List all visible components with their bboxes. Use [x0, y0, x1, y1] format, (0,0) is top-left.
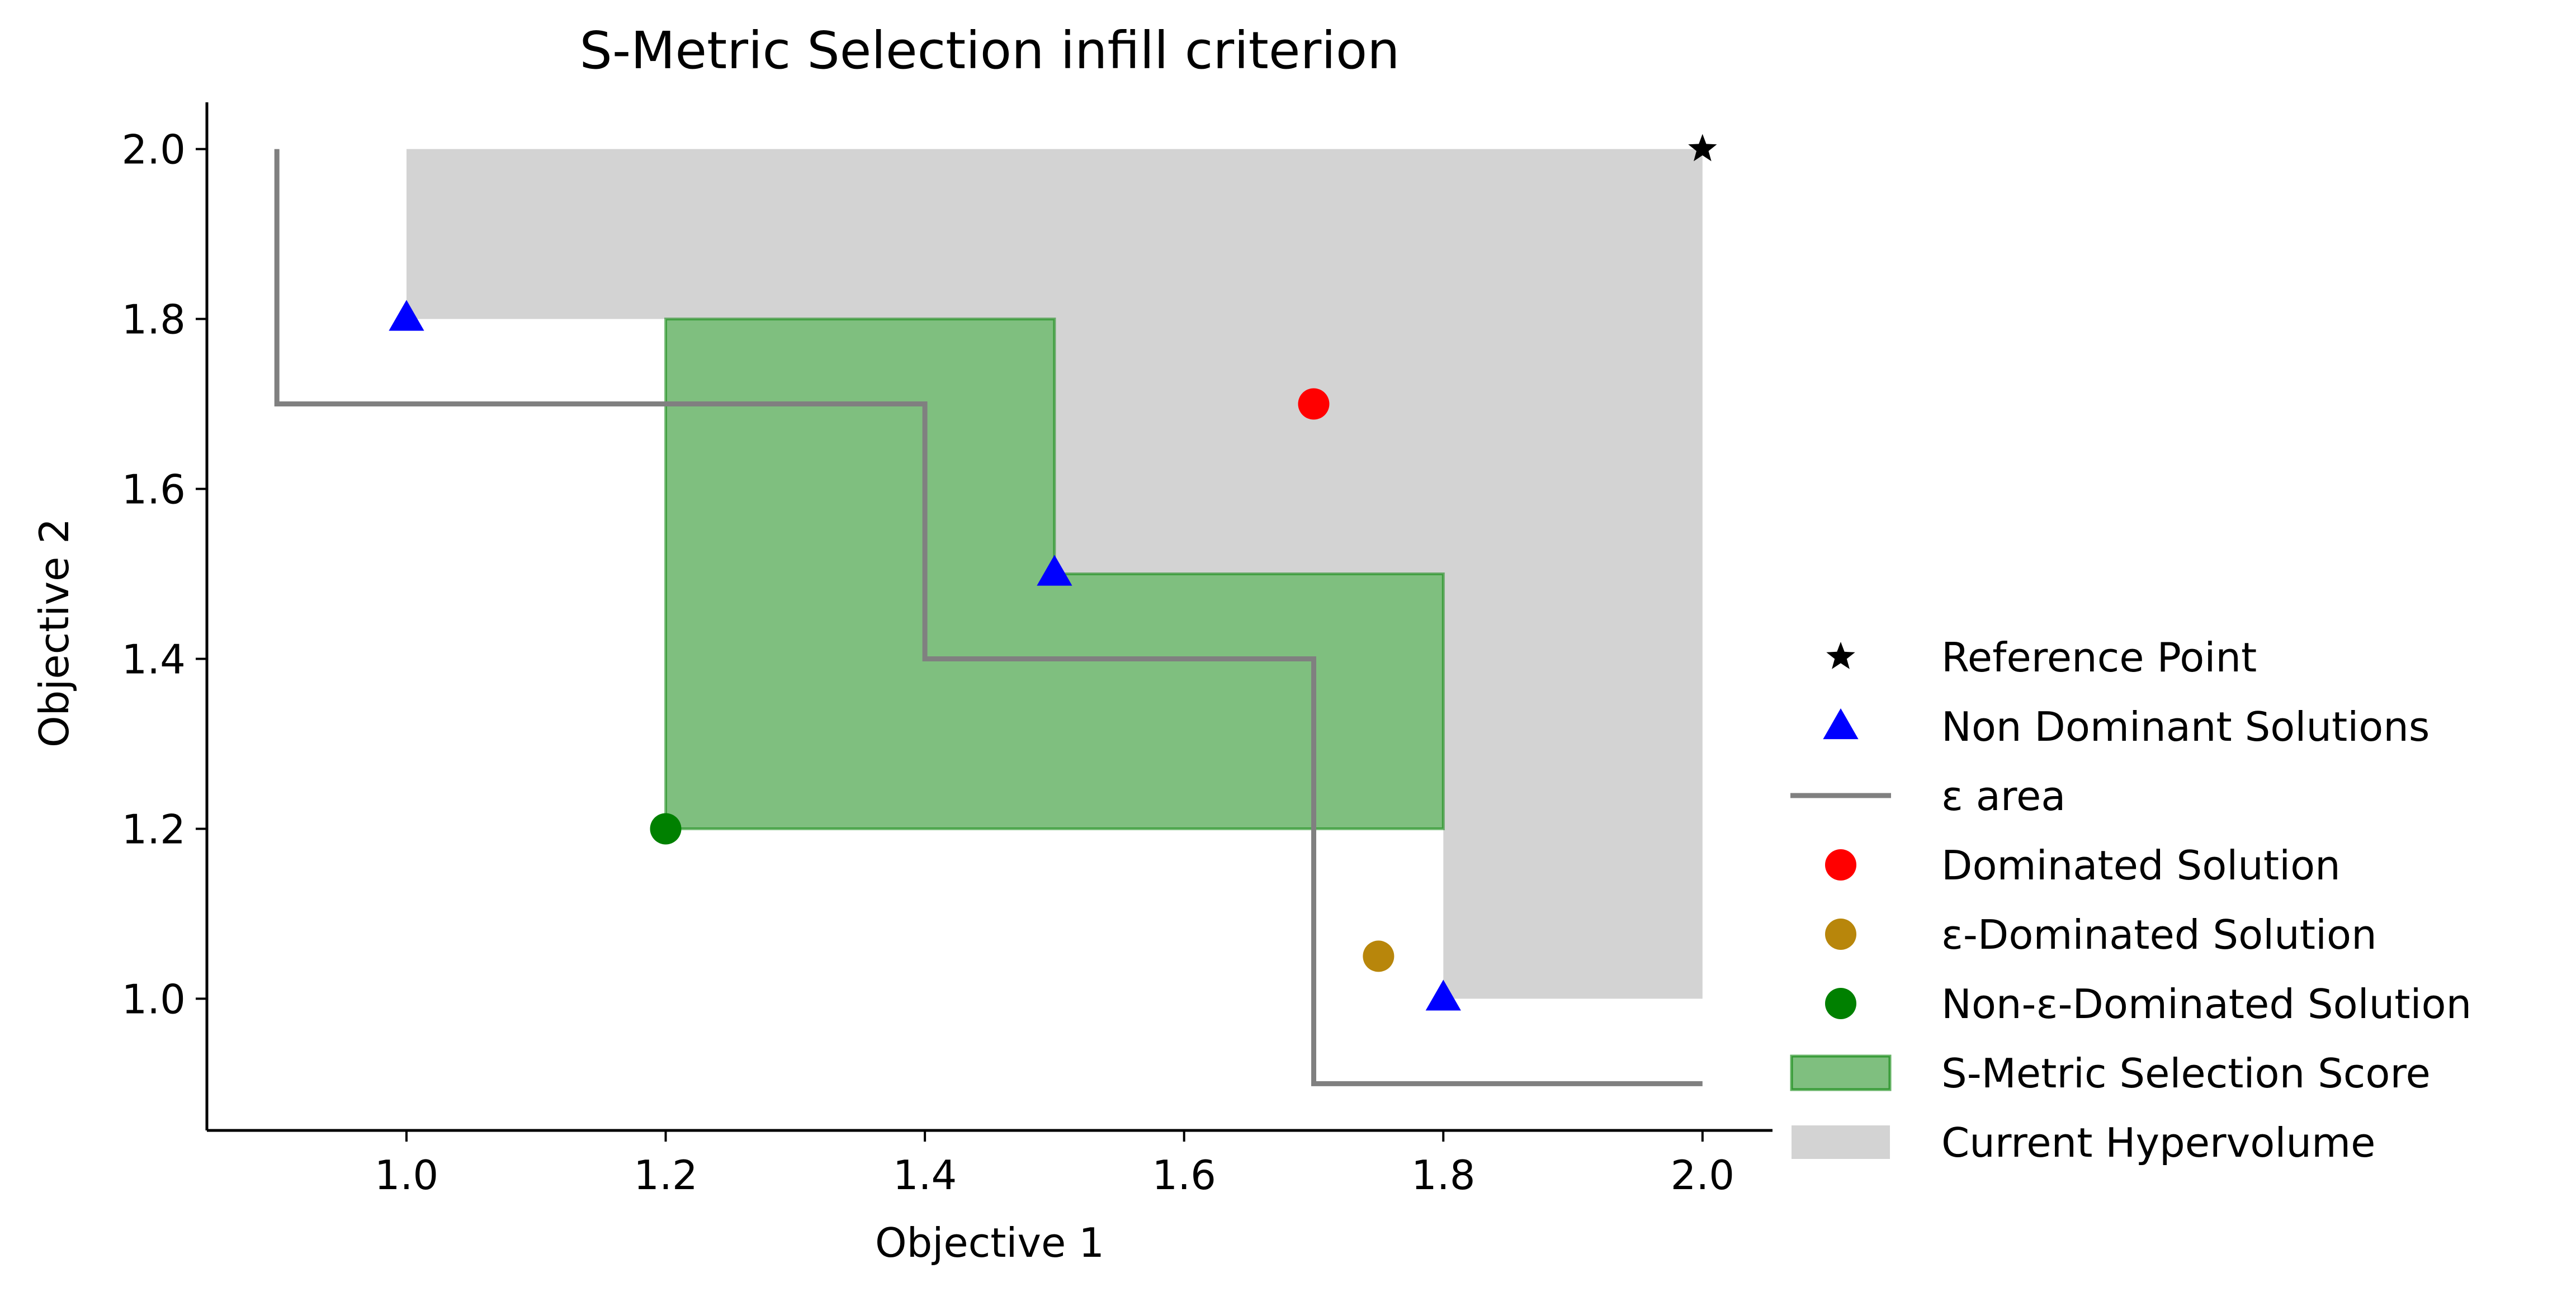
non-dominant-solution-marker: [1037, 555, 1072, 586]
axes: 1.0 1.2 1.4 1.6 1.8 2.0 1.0 1.2 1.4 1.6 1.8 2.0: [121, 102, 1773, 1199]
chart-title: S-Metric Selection infill criterion: [580, 21, 1400, 81]
legend-swatch-reference-point: [1826, 642, 1855, 669]
y-tick-label: 1.2: [121, 806, 186, 853]
legend-swatch-non-epsilon-dominated: [1825, 988, 1856, 1019]
legend-label-epsilon-dominated: ε-Dominated Solution: [1941, 911, 2377, 958]
non-dominant-solution-marker: [1425, 979, 1461, 1011]
y-tick-label: 1.0: [121, 976, 186, 1023]
x-axis-label: Objective 1: [875, 1219, 1104, 1266]
y-tick-label: 2.0: [121, 126, 186, 173]
non-epsilon-dominated-solution-marker: [650, 813, 682, 845]
x-tick-label: 2.0: [1671, 1152, 1735, 1199]
y-tick-label: 1.8: [121, 296, 186, 343]
epsilon-line: [274, 149, 1703, 1086]
y-tick-label: 1.6: [121, 466, 186, 513]
reference-point-marker: [1688, 134, 1717, 162]
legend-swatch-epsilon-dominated: [1825, 919, 1856, 950]
x-tick-label: 1.4: [893, 1152, 957, 1199]
legend: Reference Point Non Dominant Solutions ε a…: [1790, 634, 2471, 1166]
legend-label-smetric-score: S-Metric Selection Score: [1941, 1050, 2431, 1097]
y-tick-label: 1.4: [121, 636, 186, 683]
legend-swatch-hypervolume: [1792, 1125, 1890, 1159]
legend-label-epsilon-area: ε area: [1941, 773, 2065, 820]
epsilon-dominated-solution-marker: [1363, 940, 1395, 972]
legend-label-non-epsilon-dominated: Non-ε-Dominated Solution: [1941, 981, 2471, 1028]
x-tick-label: 1.0: [375, 1152, 439, 1199]
legend-label-hypervolume: Current Hypervolume: [1941, 1119, 2375, 1166]
legend-label-dominated: Dominated Solution: [1941, 842, 2341, 889]
legend-swatch-non-dominant: [1823, 708, 1859, 740]
x-tick-label: 1.6: [1152, 1152, 1216, 1199]
x-tick-label: 1.2: [634, 1152, 698, 1199]
legend-label-non-dominant: Non Dominant Solutions: [1941, 703, 2430, 750]
legend-swatch-dominated: [1825, 849, 1856, 881]
plot-area: [274, 134, 1717, 1086]
legend-label-reference-point: Reference Point: [1941, 634, 2257, 681]
legend-swatch-smetric-score: [1790, 1054, 1892, 1091]
non-dominant-solution-marker: [389, 300, 424, 331]
y-axis-label: Objective 2: [31, 518, 78, 747]
dominated-solution-marker: [1298, 388, 1330, 420]
x-tick-label: 1.8: [1411, 1152, 1476, 1199]
